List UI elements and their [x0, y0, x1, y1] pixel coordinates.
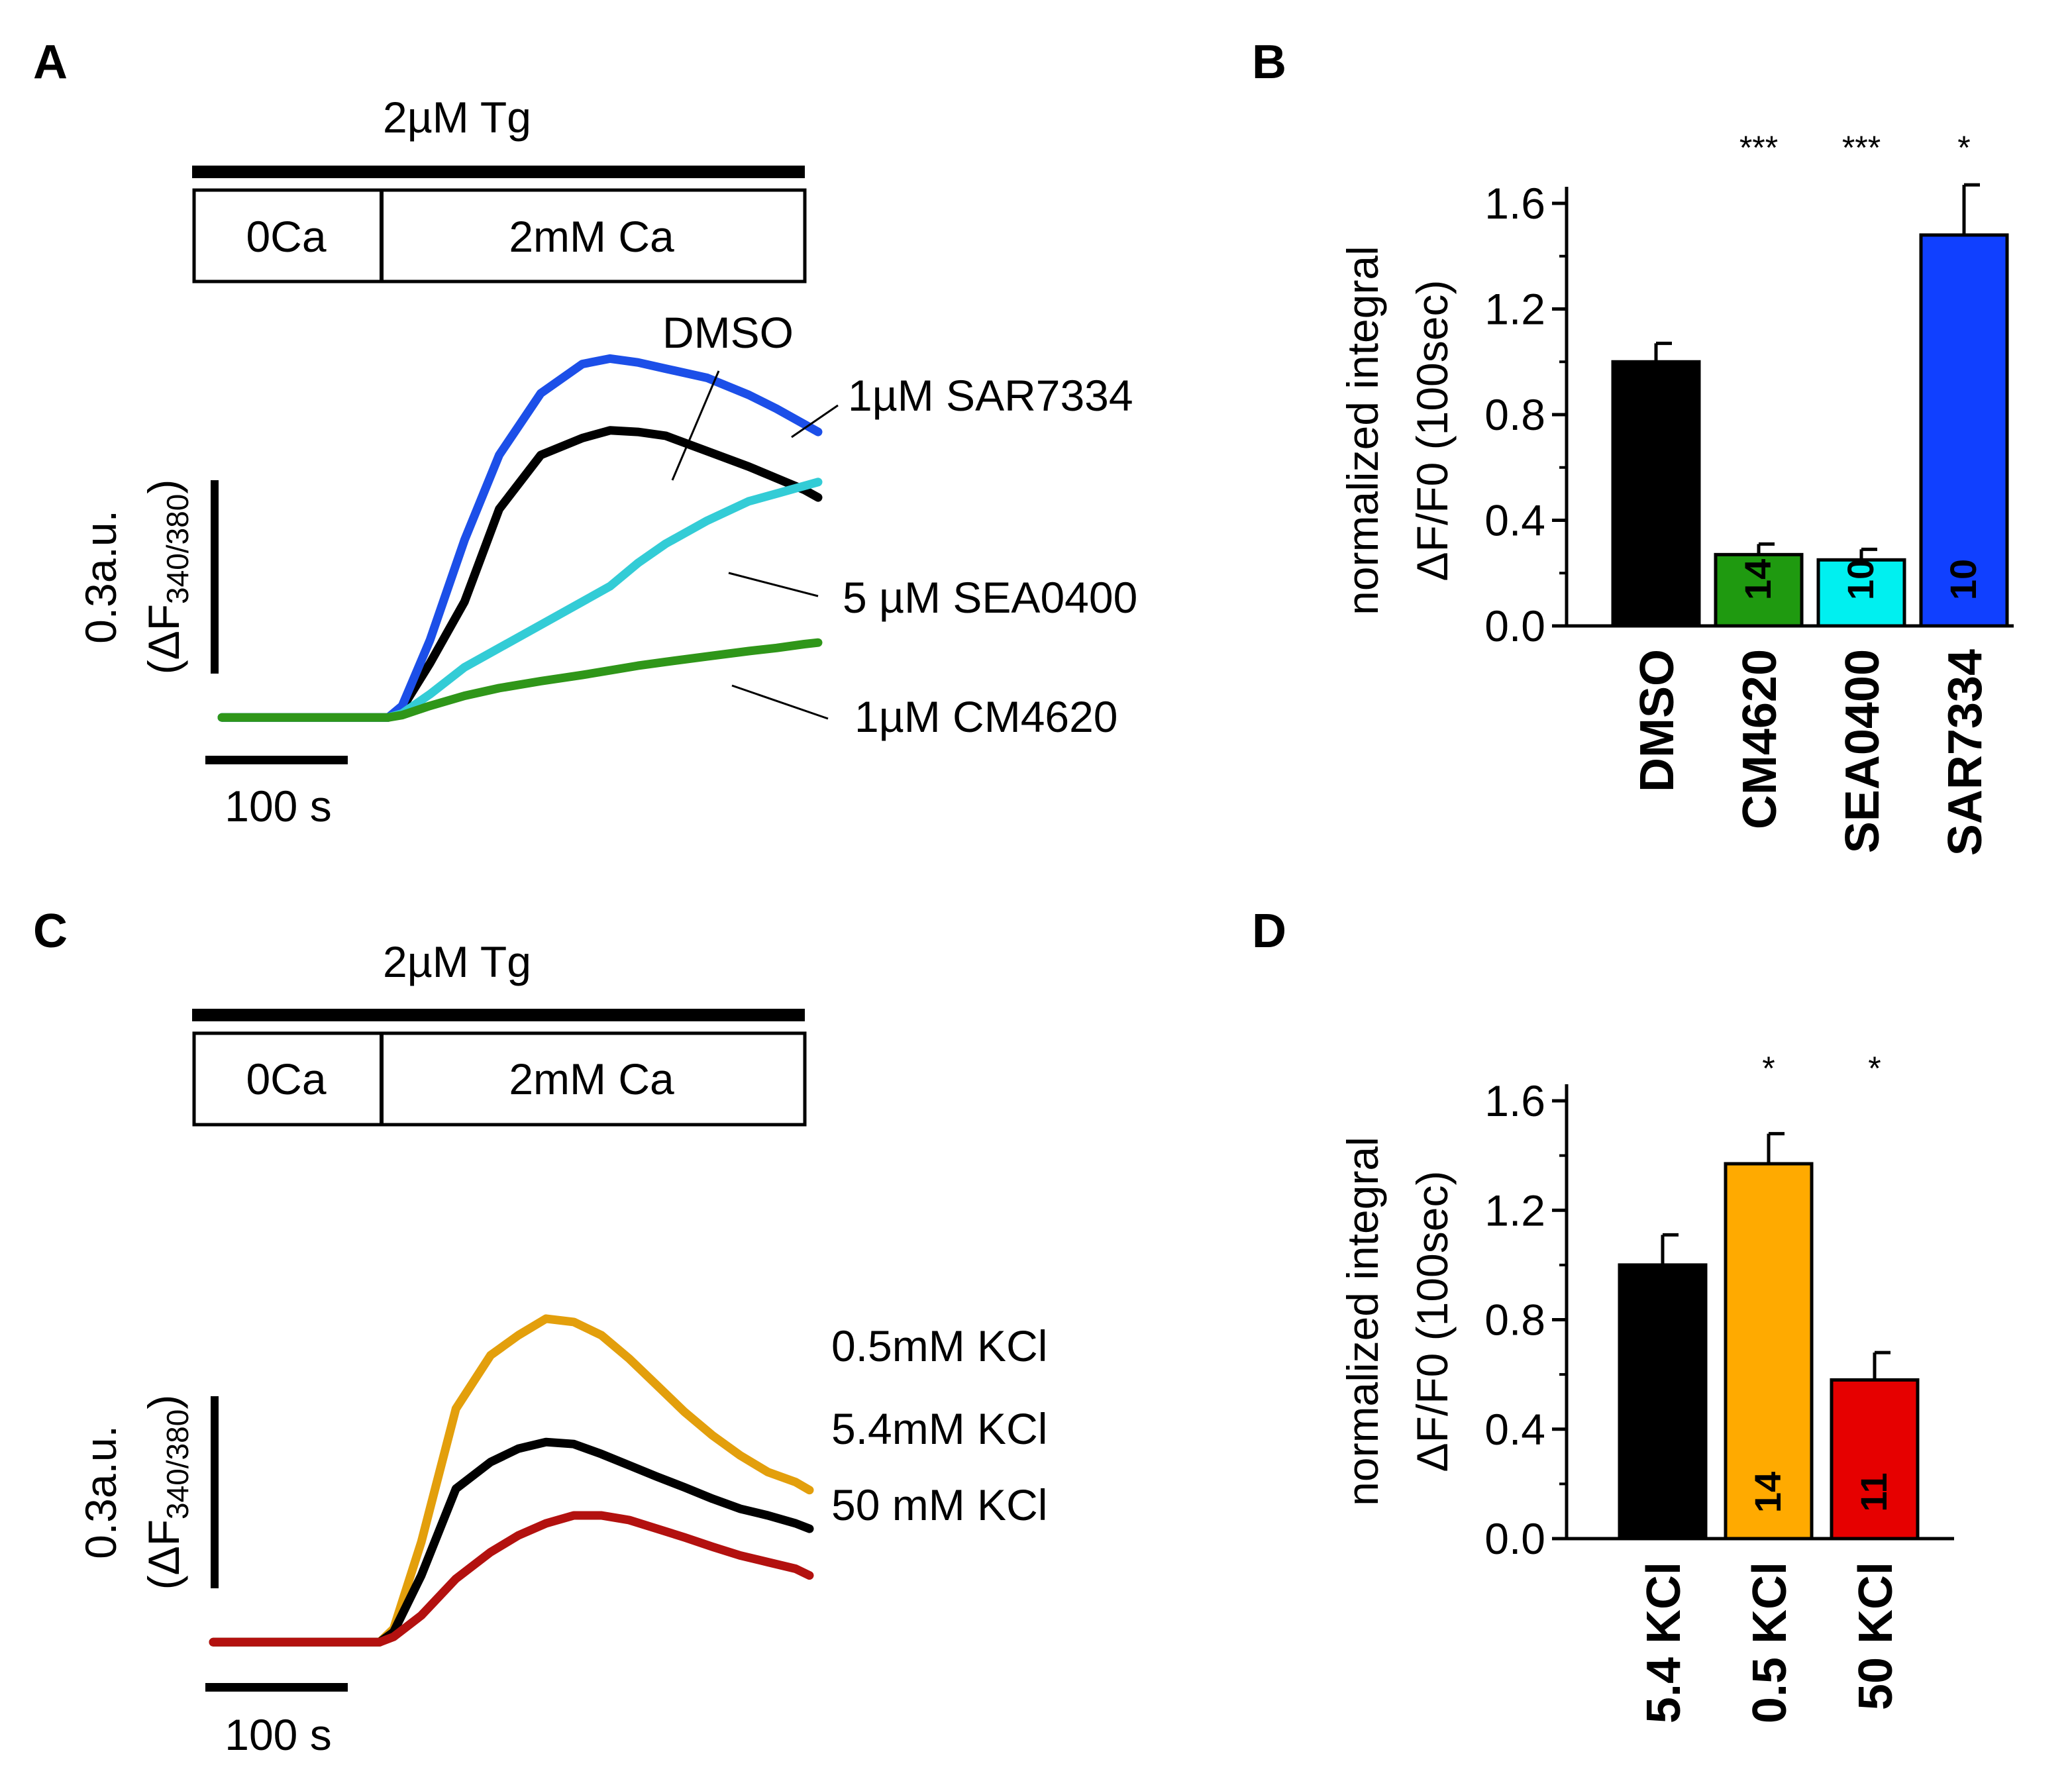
tg-label-a: 2µM Tg	[383, 93, 531, 142]
traces-a	[217, 354, 823, 722]
significance-50-kcl: *	[1868, 1050, 1881, 1087]
trace-label-sar7334: 1µM SAR7334	[848, 371, 1133, 420]
bar-5-4-kcl	[1618, 1263, 1708, 1541]
zero-ca-label-c: 0Ca	[246, 1054, 326, 1103]
leader-dmso	[671, 370, 720, 481]
bars-b: 0.0 0.4 0.8 1.2 1.6 27 DMSO 14 CM4620 *** 10 SEA040…	[1484, 129, 2014, 856]
bars-d: 0.0 0.4 0.8 1.2 1.6 17 5.4 KCl 14 0.5 KCl * 11 50 K…	[1484, 1050, 1954, 1723]
bar-50-kcl	[1830, 1378, 1920, 1541]
time-label-a: 100 s	[225, 782, 331, 831]
solution-box-a	[192, 188, 807, 283]
y-tick-label: 0.0	[1484, 1514, 1545, 1563]
bar-sar7334	[1919, 233, 2009, 628]
zero-ca-label-a: 0Ca	[246, 212, 326, 261]
y-tick-label: 1.6	[1484, 179, 1545, 228]
category-label-0-5-kcl: 0.5 KCl	[1743, 1562, 1796, 1723]
scale-value-c: 0.3a.u.	[76, 1425, 125, 1559]
y-tick-label: 0.8	[1484, 390, 1545, 439]
category-label-sea0400: SEA0400	[1836, 649, 1889, 853]
leader-sea0400	[728, 572, 819, 597]
traces-c	[209, 1314, 814, 1647]
two-ca-label-a: 2mM Ca	[509, 212, 674, 261]
scale-unit-c: (ΔF340/380)	[139, 1395, 195, 1590]
panel-letter-a: A	[33, 36, 68, 89]
n-label-sar7334: 10	[1942, 559, 1984, 600]
ylabel-line1-b: normalized integral	[1338, 246, 1387, 615]
leader-cm4620	[731, 684, 829, 720]
significance-sar7334: *	[1957, 129, 1970, 166]
trace-0-5mm-kcl	[209, 1314, 814, 1647]
y-tick-label: 1.2	[1484, 285, 1545, 334]
bar-sea0400	[1816, 558, 1906, 628]
tg-bar-a	[192, 166, 805, 178]
category-label-50-kcl: 50 KCl	[1849, 1562, 1902, 1710]
n-label-50-kcl: 11	[1853, 1472, 1894, 1511]
ylabel-line2-b: ΔF/F0 (100sec)	[1408, 280, 1457, 582]
y-tick-label: 0.0	[1484, 601, 1545, 650]
scale-bar-vertical-a	[211, 480, 219, 674]
ylabel-line1-d: normalized integral	[1338, 1137, 1387, 1506]
category-label-sar7334: SAR7334	[1939, 649, 1992, 856]
category-label-5-4-kcl: 5.4 KCl	[1637, 1562, 1690, 1723]
y-tick-label: 1.2	[1484, 1186, 1545, 1235]
trace-label-50mm-kcl: 50 mM KCl	[831, 1480, 1047, 1529]
significance-cm4620: ***	[1739, 129, 1778, 166]
trace-50-mm-kcl	[209, 1511, 814, 1647]
significance-0-5-kcl: *	[1762, 1050, 1775, 1087]
bar-cm4620	[1714, 552, 1804, 628]
y-tick-label: 0.4	[1484, 496, 1545, 545]
y-tick-label: 1.6	[1484, 1076, 1545, 1125]
n-label-cm4620: 14	[1737, 559, 1779, 600]
panel-d: D normalized integral ΔF/F0 (100sec) 0.0…	[1252, 905, 1954, 1723]
n-label-5-4-kcl: 17	[1641, 1472, 1683, 1513]
trace-label-0-5mm-kcl: 0.5mM KCl	[831, 1321, 1047, 1370]
panel-letter-d: D	[1252, 905, 1286, 958]
time-scale-bar-a	[205, 756, 348, 764]
tg-label-c: 2µM Tg	[383, 937, 531, 986]
trace-label-5-4mm-kcl: 5.4mM KCl	[831, 1404, 1047, 1453]
solution-box-c	[192, 1031, 807, 1127]
y-tick-label: 0.4	[1484, 1405, 1545, 1454]
n-label-dmso: 27	[1634, 559, 1676, 600]
trace-label-cm4620: 1µM CM4620	[855, 692, 1118, 741]
leader-sar7334	[791, 404, 839, 438]
panel-b: B normalized integral ΔF/F0 (100sec) 0.0…	[1252, 36, 2014, 856]
trace-1-m-cm4620	[217, 638, 823, 722]
panel-a: A 2µM Tg 0Ca 2mM Ca 0.3a.u. (ΔF340/380) …	[33, 36, 1137, 831]
category-label-dmso: DMSO	[1631, 649, 1684, 792]
tg-bar-c	[192, 1009, 805, 1021]
panel-c: C 2µM Tg 0Ca 2mM Ca 0.3a.u. (ΔF340/380) …	[33, 905, 1047, 1759]
trace-1-m-sar7334	[217, 354, 823, 722]
n-label-sea0400: 10	[1839, 559, 1881, 600]
category-label-cm4620: CM4620	[1734, 649, 1787, 829]
scale-value-a: 0.3a.u.	[76, 510, 125, 644]
n-label-0-5-kcl: 14	[1747, 1472, 1788, 1513]
y-tick-label: 0.8	[1484, 1296, 1545, 1345]
trace-label-sea0400: 5 µM SEA0400	[843, 573, 1137, 622]
bar-dmso	[1611, 360, 1701, 628]
bar-0-5-kcl	[1724, 1162, 1814, 1541]
trace-label-dmso: DMSO	[662, 308, 794, 357]
ylabel-line2-d: ΔF/F0 (100sec)	[1408, 1171, 1457, 1472]
time-label-c: 100 s	[225, 1710, 331, 1759]
panel-letter-c: C	[33, 905, 68, 958]
panel-letter-b: B	[1252, 36, 1286, 89]
time-scale-bar-c	[205, 1683, 348, 1692]
scale-bar-vertical-c	[211, 1396, 219, 1588]
significance-sea0400: ***	[1842, 129, 1881, 166]
scale-unit-a: (ΔF340/380)	[139, 480, 195, 675]
two-ca-label-c: 2mM Ca	[509, 1054, 674, 1103]
